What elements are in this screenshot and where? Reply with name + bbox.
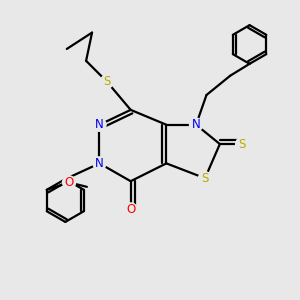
Text: O: O [64,176,74,189]
Text: S: S [103,75,111,88]
Circle shape [190,118,202,131]
Text: N: N [95,118,104,131]
Text: N: N [192,118,200,131]
Text: O: O [126,203,135,216]
Circle shape [100,75,113,88]
Text: S: S [238,138,246,151]
Circle shape [93,157,106,170]
Circle shape [62,176,76,189]
Circle shape [236,137,249,151]
Circle shape [124,203,137,216]
Circle shape [93,118,106,131]
Text: N: N [95,157,104,170]
Text: S: S [201,172,209,185]
Circle shape [198,172,212,185]
